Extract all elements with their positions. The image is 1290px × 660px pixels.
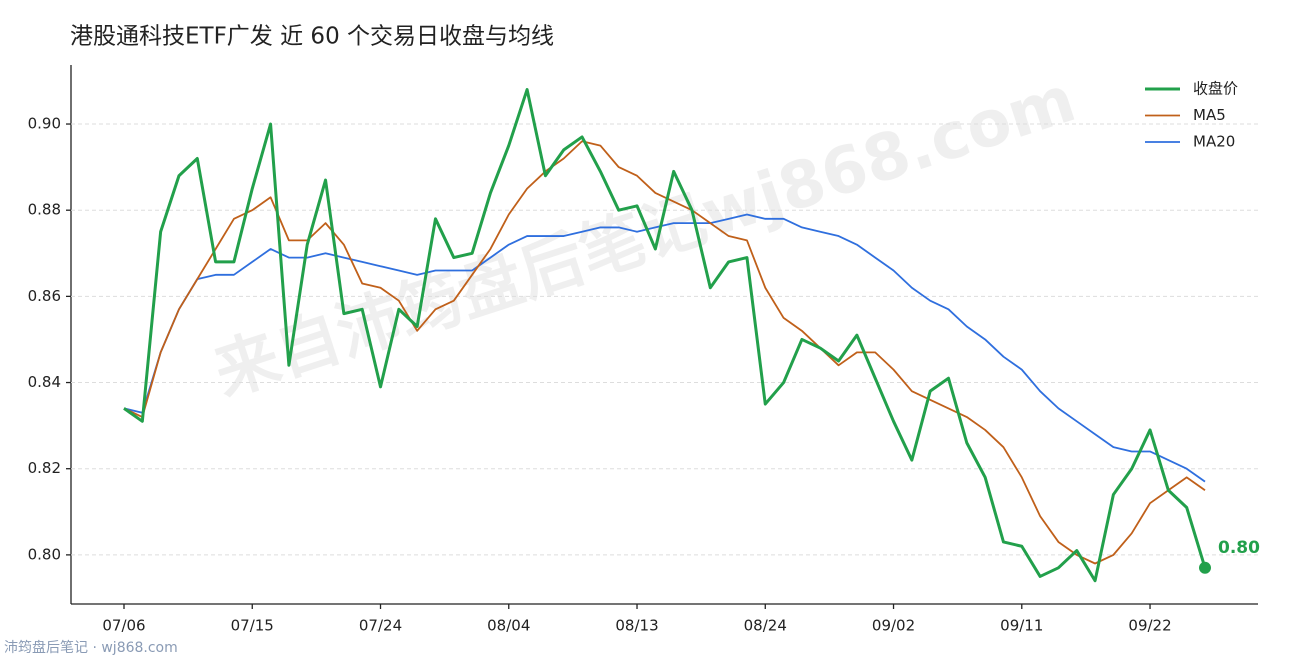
y-tick-label: 0.84 bbox=[28, 373, 61, 391]
x-tick-label: 07/15 bbox=[231, 617, 274, 635]
y-tick-label: 0.88 bbox=[28, 201, 61, 219]
x-tick-label: 08/13 bbox=[615, 617, 658, 635]
x-tick-label: 07/24 bbox=[359, 617, 402, 635]
x-tick-label: 08/24 bbox=[744, 617, 787, 635]
y-tick-label: 0.86 bbox=[28, 287, 61, 305]
x-tick-label: 07/06 bbox=[102, 617, 145, 635]
footer: 沛筠盘后笔记 · wj868.com bbox=[4, 639, 178, 656]
x-tick-label: 08/04 bbox=[487, 617, 530, 635]
series-line bbox=[123, 88, 1207, 583]
x-tick-label: 09/11 bbox=[1000, 617, 1043, 635]
legend-label: 收盘价 bbox=[1193, 80, 1238, 98]
chart-title: 港股通科技ETF广发 近 60 个交易日收盘与均线 bbox=[70, 24, 554, 50]
y-tick-label: 0.82 bbox=[28, 459, 61, 477]
legend-label: MA20 bbox=[1193, 133, 1235, 151]
series-line bbox=[123, 140, 1206, 565]
y-tick-label: 0.90 bbox=[28, 115, 61, 133]
legend-label: MA5 bbox=[1193, 106, 1226, 124]
end-point bbox=[1199, 561, 1211, 574]
y-tick-label: 0.80 bbox=[28, 545, 61, 563]
x-tick-label: 09/02 bbox=[872, 617, 915, 635]
value-label: 0.80 bbox=[1218, 538, 1260, 558]
x-tick-label: 09/22 bbox=[1128, 617, 1171, 635]
